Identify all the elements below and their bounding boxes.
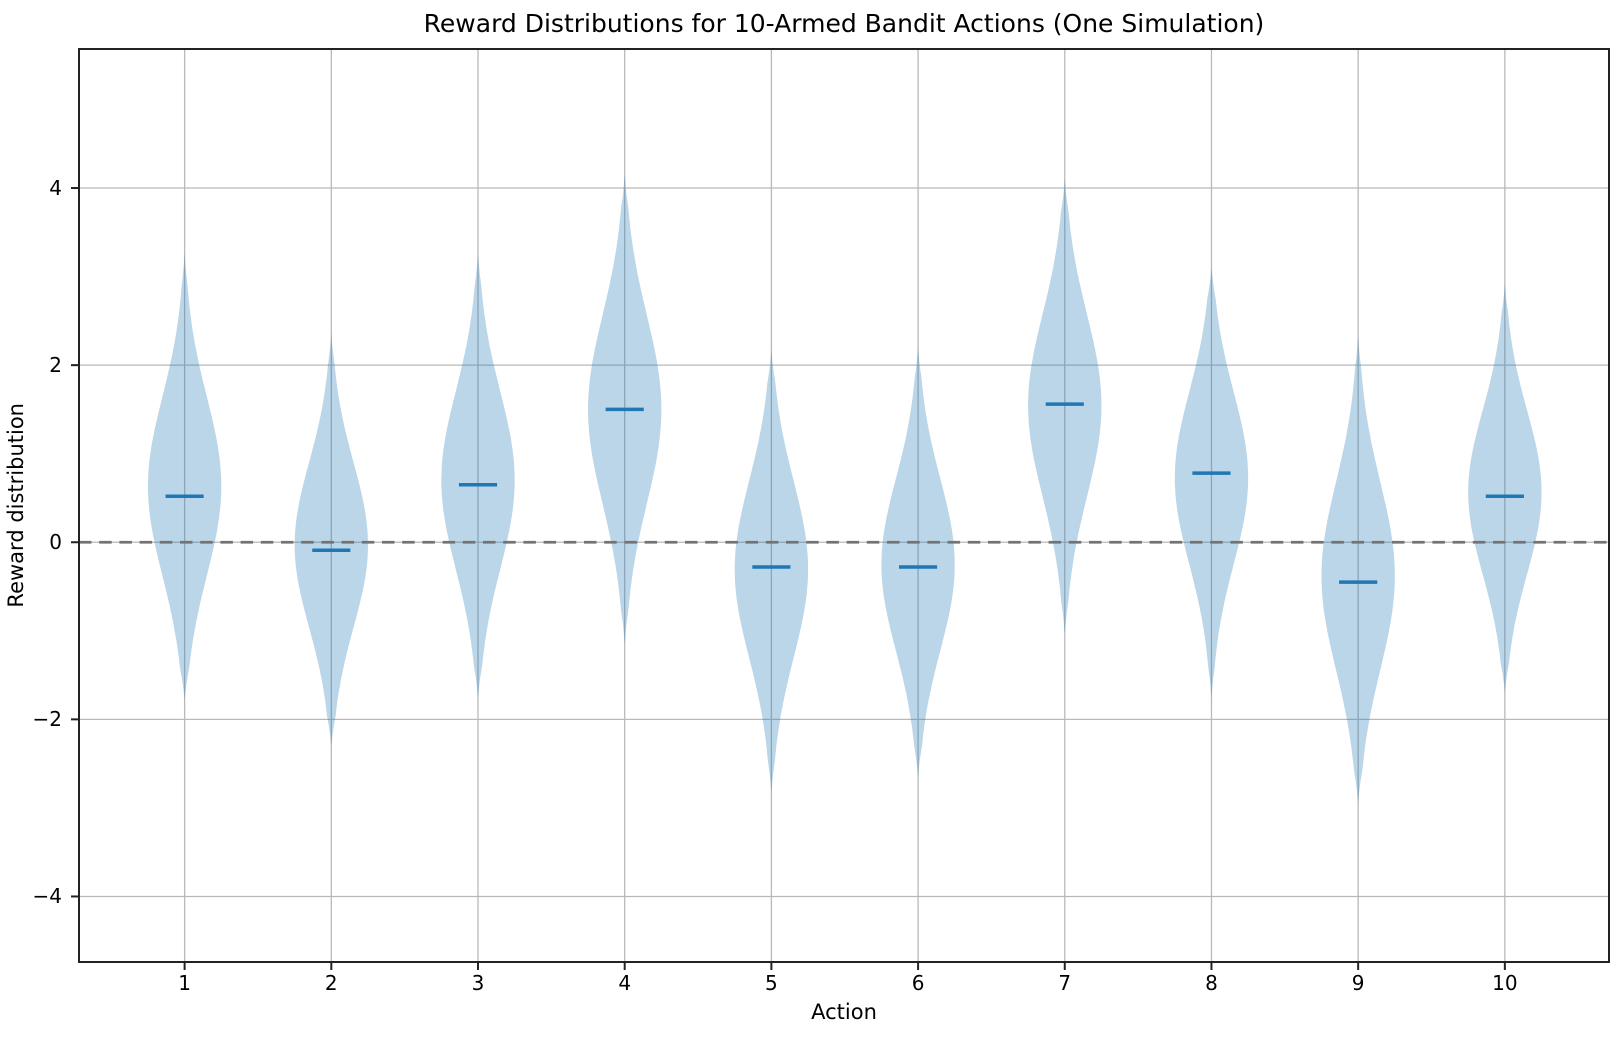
y-tick-label: −4	[32, 884, 62, 909]
y-axis-label: Reward distribution	[4, 403, 28, 608]
violin-body	[881, 347, 955, 777]
x-tick-label: 3	[471, 971, 485, 995]
x-tick-label: 8	[1205, 971, 1218, 995]
violin-body	[734, 350, 808, 793]
violin-body	[441, 253, 515, 699]
plot-border	[78, 48, 1610, 963]
y-tick-label: 2	[49, 353, 62, 378]
x-tick-label: 1	[178, 971, 191, 995]
violin-body	[147, 252, 222, 700]
violin-body	[294, 333, 368, 746]
violin-body	[1028, 179, 1102, 635]
violin-body	[1321, 335, 1395, 804]
x-tick-label: 9	[1351, 971, 1365, 995]
x-axis-label: Action	[811, 1000, 877, 1024]
y-tick-label: −2	[32, 707, 62, 732]
violin-body	[1174, 267, 1249, 699]
x-tick-label: 2	[324, 971, 338, 995]
y-tick-label: 4	[49, 176, 62, 201]
violin-body	[1468, 283, 1542, 693]
x-tick-label: 7	[1058, 971, 1072, 995]
y-tick-label: 0	[49, 530, 62, 555]
chart-title: Reward Distributions for 10-Armed Bandit…	[423, 9, 1265, 38]
x-tick-label: 10	[1492, 971, 1518, 995]
x-tick-label: 5	[765, 971, 778, 995]
x-tick-label: 4	[618, 971, 632, 995]
x-tick-label: 6	[911, 971, 925, 995]
